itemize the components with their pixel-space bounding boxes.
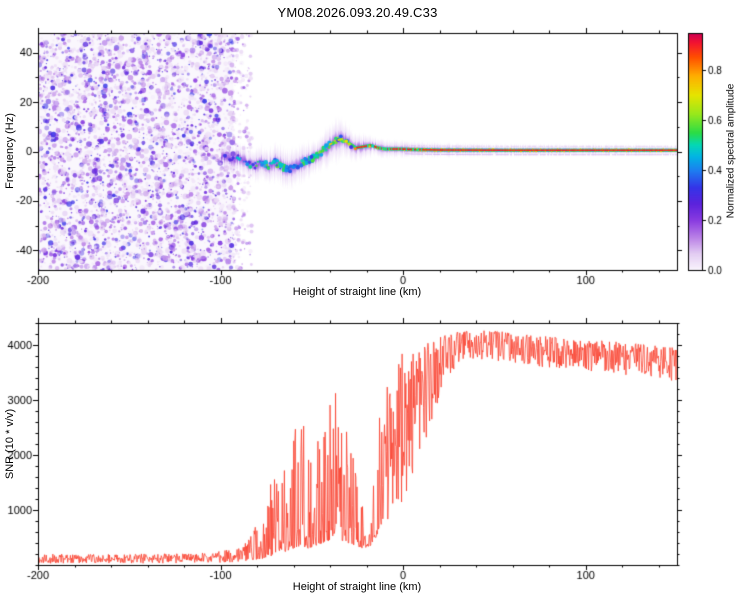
snr-xlabel: Height of straight line (km) <box>292 581 422 593</box>
spectrogram-xlabel: Height of straight line (km) <box>292 286 422 298</box>
figure-title: YM08.2026.093.20.49.C33 <box>277 5 438 20</box>
spectrogram-ylabel: Frequency (Hz) <box>4 113 16 189</box>
snr-ylabel: SNR (10 * v/v) <box>4 408 16 480</box>
colorbar-label: Normalized spectral amplitude <box>725 83 737 219</box>
